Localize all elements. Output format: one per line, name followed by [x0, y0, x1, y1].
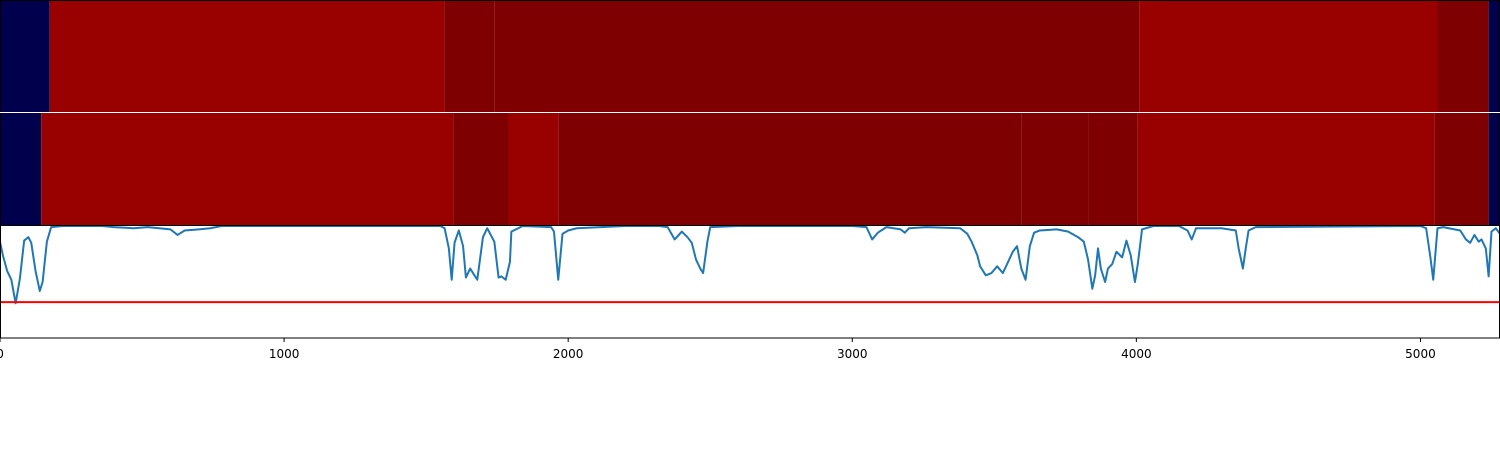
band-1-segment-5 [1437, 0, 1489, 112]
band-1-segment-1 [49, 0, 445, 112]
band-2-segment-5 [1021, 113, 1089, 225]
band-2-segment-9 [1488, 113, 1500, 225]
band-1-segment-4 [1139, 0, 1438, 112]
line-panel [0, 225, 1500, 338]
band-2-segment-8 [1434, 113, 1489, 225]
band-1-segment-0 [0, 0, 50, 112]
band-1-segment-2 [444, 0, 495, 112]
x-tick-label-2000: 2000 [553, 347, 584, 361]
band-2-segment-6 [1088, 113, 1138, 225]
x-tick-label-4000: 4000 [1121, 347, 1152, 361]
band-2-segment-1 [41, 113, 454, 225]
line-series-layer [0, 225, 1500, 305]
x-tick-label-1000: 1000 [269, 347, 300, 361]
band-2-segment-7 [1137, 113, 1435, 225]
heatmap-band-2 [0, 113, 1500, 225]
band-1-segment-3 [494, 0, 1140, 112]
line-panel-background [0, 226, 1500, 338]
band-1-segment-6 [1488, 0, 1500, 112]
heatmap-band-1 [0, 0, 1500, 112]
x-tick-label-5000: 5000 [1405, 347, 1436, 361]
band-2-segment-4 [558, 113, 1022, 225]
band-2-segment-2 [453, 113, 509, 225]
x-axis: 0 1000 2000 3000 4000 5000 [0, 338, 1436, 361]
x-tick-label-3000: 3000 [837, 347, 868, 361]
signal-line [0, 225, 1500, 305]
band-2-segment-3 [508, 113, 559, 225]
x-tick-label-0: 0 [0, 347, 4, 361]
band-2-segment-0 [0, 113, 42, 225]
